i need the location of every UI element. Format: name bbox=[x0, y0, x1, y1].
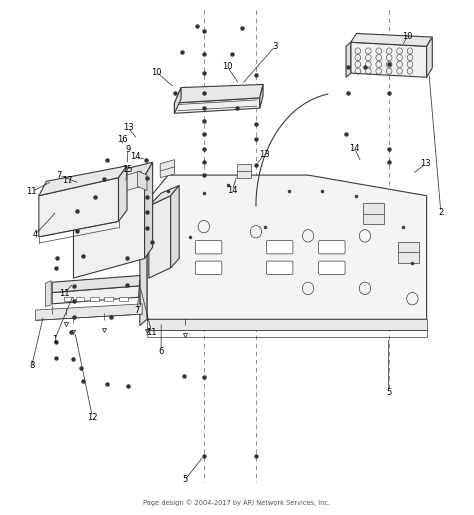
Polygon shape bbox=[52, 276, 140, 293]
Text: 13: 13 bbox=[259, 150, 270, 159]
Text: 6: 6 bbox=[158, 347, 164, 356]
FancyBboxPatch shape bbox=[319, 261, 345, 274]
Polygon shape bbox=[39, 166, 127, 196]
Polygon shape bbox=[427, 37, 432, 77]
Text: Page design © 2004-2017 by ARI Network Services, Inc.: Page design © 2004-2017 by ARI Network S… bbox=[144, 499, 330, 506]
Text: 10: 10 bbox=[151, 67, 162, 77]
Polygon shape bbox=[237, 164, 251, 178]
Text: 14: 14 bbox=[349, 144, 360, 153]
Polygon shape bbox=[174, 98, 260, 113]
Text: 17: 17 bbox=[63, 176, 73, 185]
Text: 1: 1 bbox=[52, 335, 57, 345]
Text: 10: 10 bbox=[222, 62, 233, 72]
Polygon shape bbox=[346, 42, 351, 77]
Polygon shape bbox=[145, 162, 153, 259]
Polygon shape bbox=[36, 304, 142, 320]
Polygon shape bbox=[118, 166, 127, 221]
Polygon shape bbox=[174, 88, 181, 113]
Text: 13: 13 bbox=[123, 123, 133, 132]
Text: 7: 7 bbox=[56, 170, 62, 180]
Polygon shape bbox=[351, 42, 427, 77]
Polygon shape bbox=[52, 286, 140, 304]
Polygon shape bbox=[398, 242, 419, 263]
Text: 13: 13 bbox=[420, 159, 431, 168]
Text: 16: 16 bbox=[117, 134, 128, 144]
Text: ARI: ARI bbox=[157, 217, 317, 298]
Polygon shape bbox=[160, 160, 174, 178]
Text: 14: 14 bbox=[227, 186, 237, 195]
Text: 11: 11 bbox=[146, 328, 157, 337]
FancyBboxPatch shape bbox=[195, 261, 222, 274]
Polygon shape bbox=[140, 201, 147, 325]
Text: 7: 7 bbox=[135, 305, 140, 315]
Text: 3: 3 bbox=[272, 42, 278, 51]
Polygon shape bbox=[137, 171, 147, 191]
Polygon shape bbox=[351, 33, 432, 46]
Polygon shape bbox=[46, 281, 51, 306]
FancyBboxPatch shape bbox=[319, 241, 345, 254]
Polygon shape bbox=[363, 203, 384, 224]
Polygon shape bbox=[73, 176, 145, 278]
Polygon shape bbox=[174, 84, 263, 103]
Polygon shape bbox=[147, 175, 427, 319]
Text: 10: 10 bbox=[402, 31, 413, 41]
Polygon shape bbox=[147, 319, 427, 330]
Bar bbox=[119, 297, 128, 301]
Polygon shape bbox=[39, 178, 118, 237]
Text: 8: 8 bbox=[29, 361, 35, 370]
Text: 12: 12 bbox=[87, 413, 98, 422]
FancyBboxPatch shape bbox=[266, 261, 293, 274]
Polygon shape bbox=[104, 171, 141, 197]
Text: 14: 14 bbox=[130, 152, 140, 161]
Text: 15: 15 bbox=[122, 165, 132, 175]
Text: 9: 9 bbox=[125, 145, 131, 154]
Text: 11: 11 bbox=[59, 289, 69, 298]
Bar bbox=[64, 297, 73, 301]
Polygon shape bbox=[149, 185, 179, 206]
Bar bbox=[76, 297, 84, 301]
Polygon shape bbox=[171, 185, 179, 268]
Text: 5: 5 bbox=[386, 388, 392, 397]
Polygon shape bbox=[149, 196, 171, 278]
Bar bbox=[104, 297, 113, 301]
Text: 11: 11 bbox=[27, 187, 37, 196]
Polygon shape bbox=[260, 84, 263, 108]
FancyBboxPatch shape bbox=[266, 241, 293, 254]
FancyBboxPatch shape bbox=[195, 241, 222, 254]
Text: 2: 2 bbox=[438, 208, 444, 217]
Text: 4: 4 bbox=[33, 230, 38, 239]
Bar bbox=[90, 297, 99, 301]
Text: 5: 5 bbox=[182, 475, 188, 485]
Polygon shape bbox=[73, 162, 153, 196]
